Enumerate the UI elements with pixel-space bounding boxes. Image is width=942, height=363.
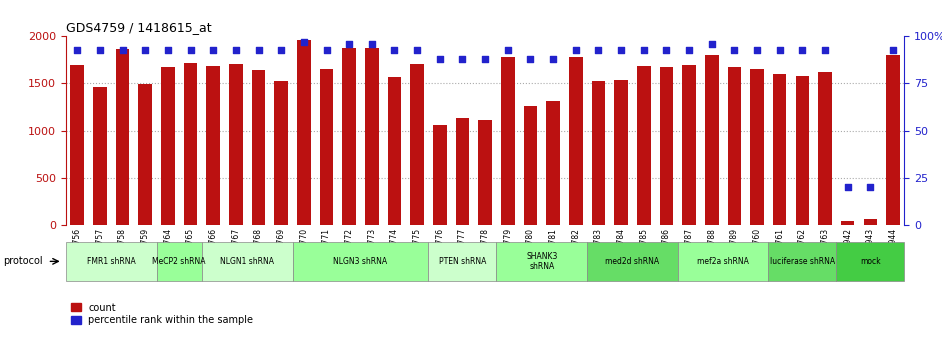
Text: med2d shRNA: med2d shRNA	[606, 257, 659, 266]
Bar	[342, 48, 356, 225]
FancyBboxPatch shape	[587, 242, 677, 281]
Bar	[659, 66, 674, 225]
Bar	[796, 76, 809, 225]
Point	[92, 46, 107, 52]
Bar	[864, 219, 877, 225]
Point	[772, 46, 788, 52]
Bar	[727, 66, 741, 225]
Point	[70, 46, 85, 52]
Bar	[819, 72, 832, 225]
Bar	[71, 65, 84, 225]
Point	[138, 46, 153, 52]
Bar	[682, 65, 696, 225]
Legend: count, percentile rank within the sample: count, percentile rank within the sample	[71, 302, 253, 326]
FancyBboxPatch shape	[202, 242, 293, 281]
Point	[885, 46, 901, 52]
Point	[160, 46, 175, 52]
Bar	[592, 81, 605, 225]
Point	[432, 56, 447, 62]
FancyBboxPatch shape	[156, 242, 202, 281]
Point	[500, 46, 515, 52]
Point	[591, 46, 606, 52]
Bar	[184, 63, 198, 225]
Point	[342, 41, 357, 47]
Bar	[886, 55, 900, 225]
Bar	[772, 74, 787, 225]
FancyBboxPatch shape	[429, 242, 496, 281]
Point	[410, 46, 425, 52]
Point	[568, 46, 583, 52]
Point	[297, 39, 312, 45]
Text: GDS4759 / 1418615_at: GDS4759 / 1418615_at	[66, 21, 212, 34]
FancyBboxPatch shape	[769, 242, 836, 281]
Point	[251, 46, 266, 52]
Bar	[116, 49, 129, 225]
Text: FMR1 shRNA: FMR1 shRNA	[87, 257, 136, 266]
Bar	[297, 40, 311, 225]
Point	[183, 46, 198, 52]
Bar	[319, 69, 333, 225]
Bar	[841, 221, 854, 225]
FancyBboxPatch shape	[677, 242, 769, 281]
Text: NLGN1 shRNA: NLGN1 shRNA	[220, 257, 274, 266]
Text: mef2a shRNA: mef2a shRNA	[697, 257, 749, 266]
Text: NLGN3 shRNA: NLGN3 shRNA	[333, 257, 387, 266]
Point	[658, 46, 674, 52]
Bar	[750, 69, 764, 225]
Bar	[411, 64, 424, 225]
Bar	[252, 70, 266, 225]
Point	[523, 56, 538, 62]
Point	[705, 41, 720, 47]
Bar	[274, 81, 288, 225]
Bar	[206, 66, 220, 225]
Point	[319, 46, 334, 52]
Point	[863, 184, 878, 190]
Bar	[138, 85, 152, 225]
Point	[750, 46, 765, 52]
Text: PTEN shRNA: PTEN shRNA	[439, 257, 486, 266]
Bar	[388, 77, 401, 225]
Bar	[705, 55, 719, 225]
Point	[727, 46, 742, 52]
Bar	[229, 64, 243, 225]
FancyBboxPatch shape	[496, 242, 587, 281]
Point	[228, 46, 243, 52]
Text: SHANK3
shRNA: SHANK3 shRNA	[526, 252, 558, 271]
Point	[840, 184, 855, 190]
Point	[387, 46, 402, 52]
Bar	[456, 118, 469, 225]
Bar	[93, 87, 106, 225]
Point	[205, 46, 220, 52]
Text: MeCP2 shRNA: MeCP2 shRNA	[153, 257, 206, 266]
Point	[115, 46, 130, 52]
Bar	[501, 57, 514, 225]
Point	[613, 46, 628, 52]
Text: luciferase shRNA: luciferase shRNA	[770, 257, 835, 266]
Text: mock: mock	[860, 257, 881, 266]
Bar	[524, 106, 537, 225]
Point	[681, 46, 696, 52]
Bar	[161, 66, 174, 225]
Bar	[614, 80, 628, 225]
Bar	[637, 66, 651, 225]
Point	[818, 46, 833, 52]
Point	[365, 41, 380, 47]
Point	[455, 56, 470, 62]
Bar	[365, 48, 379, 225]
Bar	[569, 57, 582, 225]
FancyBboxPatch shape	[66, 242, 156, 281]
Point	[545, 56, 560, 62]
Point	[478, 56, 493, 62]
Bar	[433, 125, 447, 225]
Bar	[546, 101, 560, 225]
FancyBboxPatch shape	[293, 242, 429, 281]
Point	[636, 46, 651, 52]
Bar	[479, 120, 492, 225]
FancyBboxPatch shape	[836, 242, 904, 281]
Point	[795, 46, 810, 52]
Text: protocol: protocol	[4, 256, 43, 266]
Point	[274, 46, 289, 52]
